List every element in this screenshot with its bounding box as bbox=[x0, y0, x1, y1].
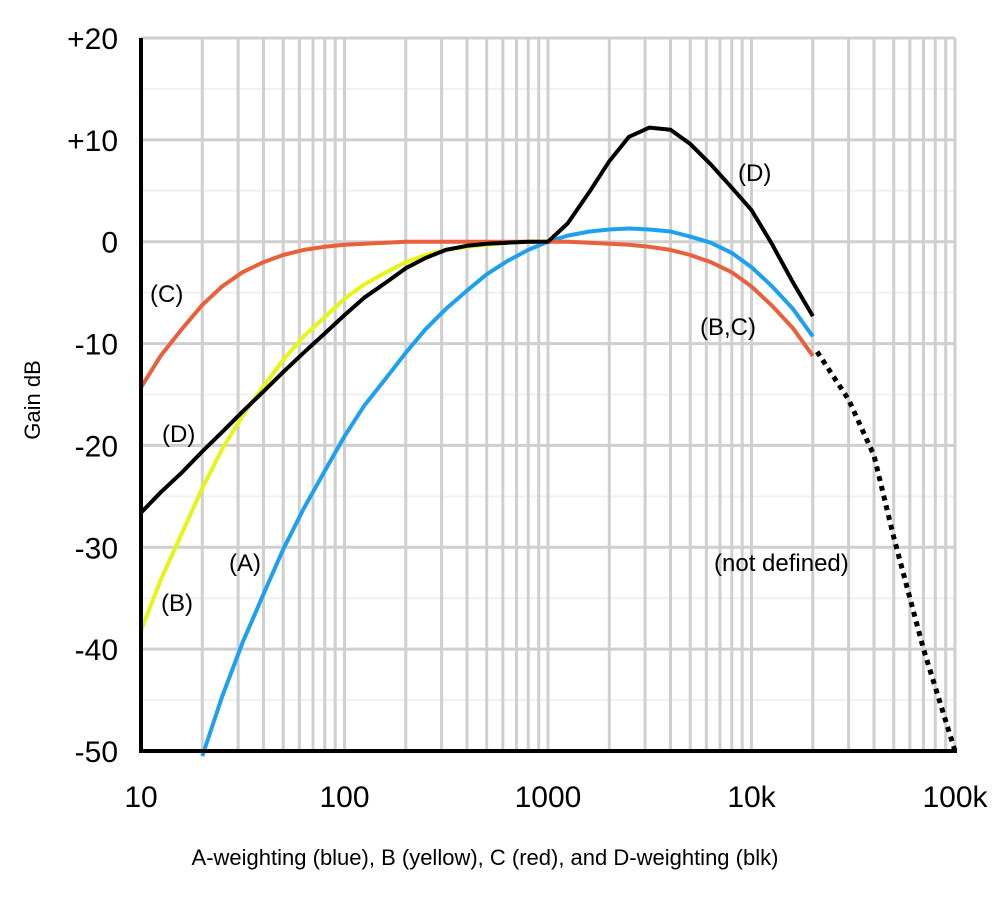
y-axis-label: Gain dB bbox=[20, 360, 45, 440]
annotation-a: (A) bbox=[229, 550, 261, 577]
y-tick-labels: +20 +10 0 -10 -20 -30 -40 -50 bbox=[67, 23, 118, 769]
annotation-c-left: (C) bbox=[150, 281, 183, 308]
annotation-bc-right: (B,C) bbox=[700, 314, 756, 341]
x-tick-label: 10k bbox=[727, 781, 776, 814]
annotation-b: (B) bbox=[161, 590, 193, 617]
annotation-not-defined: (not defined) bbox=[714, 550, 849, 577]
y-tick-label: -10 bbox=[75, 329, 118, 362]
y-tick-label: -40 bbox=[75, 634, 118, 667]
y-tick-label: -30 bbox=[75, 532, 118, 565]
x-tick-label: 100k bbox=[922, 781, 988, 814]
chart-caption: A-weighting (blue), B (yellow), C (red),… bbox=[192, 845, 779, 870]
series-line-c bbox=[139, 239, 815, 389]
x-tick-label: 100 bbox=[319, 781, 369, 814]
series-line-not-defined bbox=[815, 350, 958, 752]
y-tick-label: 0 bbox=[101, 227, 118, 260]
grid bbox=[139, 36, 957, 753]
annotation-d-left: (D) bbox=[162, 421, 195, 448]
y-tick-label: -50 bbox=[75, 736, 118, 769]
series-group bbox=[139, 125, 958, 757]
series-line-d bbox=[139, 125, 815, 515]
y-tick-label: -20 bbox=[75, 430, 118, 463]
x-tick-label: 1000 bbox=[515, 781, 582, 814]
y-tick-label: +10 bbox=[67, 125, 118, 158]
series-line-a bbox=[200, 226, 815, 757]
annotation-d-right: (D) bbox=[738, 160, 771, 187]
x-tick-labels: 10 100 1000 10k 100k bbox=[124, 781, 988, 814]
x-tick-label: 10 bbox=[124, 781, 157, 814]
y-tick-label: +20 bbox=[67, 23, 118, 56]
